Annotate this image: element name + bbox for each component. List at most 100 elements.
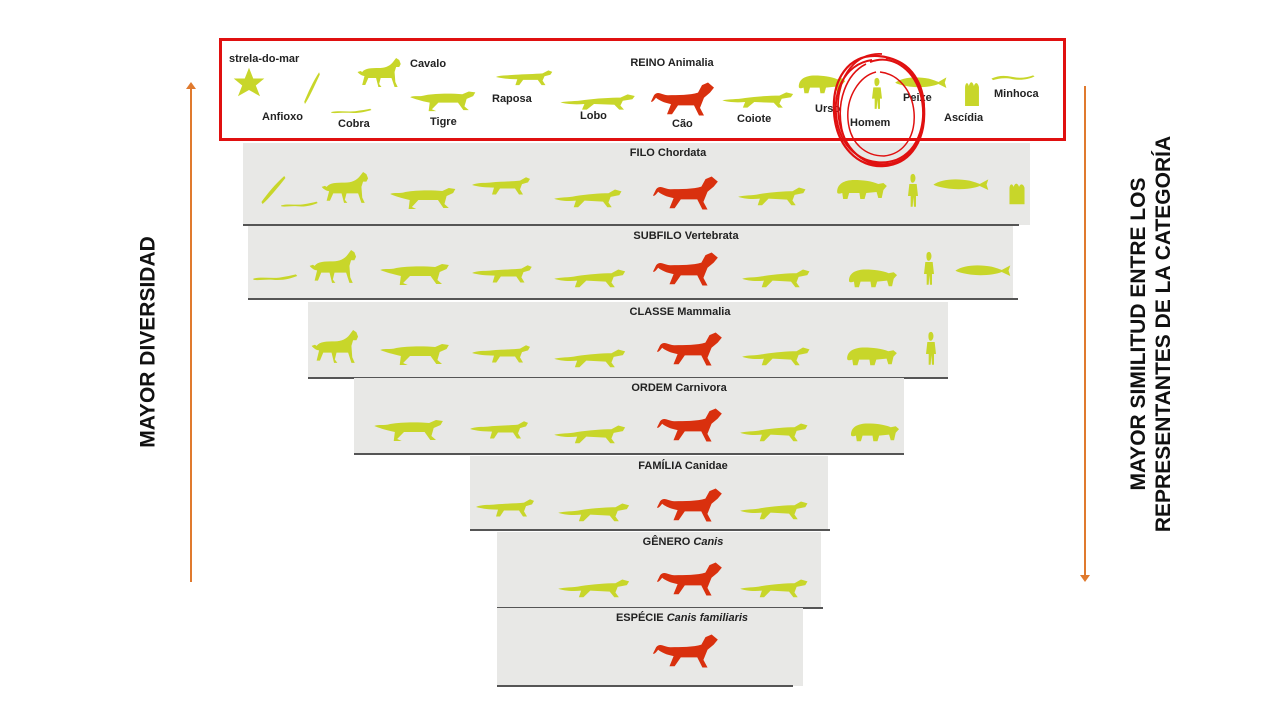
wolf-icon	[552, 182, 628, 210]
level-taxon: Vertebrata	[684, 230, 739, 242]
level-label-subfilo: SUBFILO Vertebrata	[633, 230, 738, 242]
level-rank: FAMÍLIA	[638, 460, 682, 472]
animal-name-label: Peixe	[903, 92, 932, 104]
level-label-reino: REINO Animalia	[630, 57, 713, 69]
level-divider	[248, 298, 1018, 300]
human-icon	[922, 330, 940, 366]
starfish-icon	[232, 66, 266, 98]
level-taxon: Chordata	[657, 147, 707, 159]
level-rank: ESPÉCIE	[615, 612, 664, 624]
level-taxon: Carnivora	[675, 382, 727, 394]
fish-icon	[930, 174, 990, 194]
coyote-icon	[738, 416, 814, 444]
amphioxus-icon	[302, 70, 328, 104]
animal-name-label: Cão	[672, 118, 693, 130]
similarity-label-line1: MAYOR SIMILITUD ENTRE LOS	[1127, 177, 1150, 491]
level-label-filo: FILO Chordata	[630, 147, 706, 159]
level-label-espécie: ESPÉCIE Canis familiaris	[616, 612, 748, 624]
animal-name-label: Cavalo	[410, 58, 447, 70]
wolf-icon	[552, 418, 632, 446]
human-icon	[904, 172, 922, 208]
snake-icon	[280, 196, 320, 210]
level-divider	[354, 453, 904, 455]
dog-icon	[656, 560, 728, 598]
level-taxon: Animalia	[667, 57, 714, 69]
animal-name-label: Homem	[850, 117, 891, 129]
wolf-icon	[558, 88, 642, 112]
horse-icon	[310, 330, 368, 364]
diversity-arrow-up	[186, 82, 196, 582]
level-panel-subfilo	[248, 226, 1013, 299]
level-rank: REINO	[630, 57, 666, 69]
level-label-família: FAMÍLIA Canidae	[638, 460, 727, 472]
human-icon	[920, 250, 938, 286]
tiger-icon	[372, 412, 452, 442]
snake-icon	[330, 104, 374, 116]
animal-name-label: strela-do-mar	[229, 53, 300, 65]
level-panel-gênero	[497, 532, 821, 608]
dog-icon	[652, 174, 724, 212]
worm-icon	[990, 70, 1042, 86]
similarity-label-line2: REPRESENTANTES DE LA CATEGORÍA	[1152, 135, 1175, 533]
animal-name-label: Lobo	[580, 110, 607, 122]
animal-name-label: Anfioxo	[262, 111, 303, 123]
tiger-icon	[408, 84, 484, 112]
dog-icon	[656, 486, 728, 524]
level-rank: GÊNERO	[642, 536, 691, 548]
dog-icon	[656, 330, 728, 368]
level-divider	[243, 224, 1019, 226]
fish-icon	[892, 72, 948, 92]
wolf-icon	[556, 572, 636, 600]
coyote-icon	[720, 86, 800, 110]
level-panel-família	[470, 456, 828, 530]
level-divider	[470, 529, 830, 531]
diversity-label: MAYOR DIVERSIDAD	[136, 236, 160, 448]
level-taxon: Mammalia	[677, 306, 731, 318]
bear-icon	[832, 172, 892, 202]
animal-name-label: Cobra	[338, 118, 370, 130]
fox-icon	[470, 260, 542, 286]
bear-icon	[846, 416, 904, 444]
similarity-label: MAYOR SIMILITUD ENTRE LOS REPRESENTANTES…	[1126, 136, 1176, 532]
fox-icon	[474, 494, 544, 520]
tiger-icon	[378, 256, 458, 286]
dog-icon	[650, 80, 720, 118]
animal-name-label: Tigre	[430, 116, 457, 128]
level-panel-classe	[308, 302, 948, 378]
coyote-icon	[740, 262, 816, 290]
dog-icon	[656, 406, 728, 444]
tiger-icon	[378, 336, 458, 366]
animal-name-label: Raposa	[492, 93, 532, 105]
level-taxon: Canidae	[684, 460, 728, 472]
human-icon	[868, 76, 886, 110]
fox-icon	[468, 416, 538, 442]
horse-icon	[356, 58, 410, 88]
level-rank: SUBFILO	[633, 230, 682, 242]
ascidia-icon	[1004, 180, 1030, 206]
snake-icon	[252, 268, 300, 284]
wolf-icon	[552, 342, 632, 370]
bear-icon	[844, 262, 902, 290]
amphioxus-icon	[258, 174, 298, 204]
tiger-icon	[388, 180, 464, 210]
ascidia-icon	[960, 78, 984, 108]
fish-icon	[952, 260, 1012, 280]
horse-icon	[320, 172, 378, 204]
level-panel-ordem	[354, 378, 904, 454]
level-divider	[497, 685, 793, 687]
coyote-icon	[738, 494, 814, 522]
bear-icon	[842, 340, 902, 368]
level-rank: CLASSE	[629, 306, 675, 318]
level-panel-espécie	[497, 608, 803, 686]
bear-icon	[794, 68, 850, 96]
coyote-icon	[740, 340, 816, 368]
fox-icon	[470, 340, 540, 366]
horse-icon	[308, 250, 366, 284]
level-label-classe: CLASSE Mammalia	[630, 306, 731, 318]
animal-name-label: Ascídia	[944, 112, 984, 124]
similarity-arrow-down	[1080, 86, 1090, 582]
animal-name-label: Urso	[815, 103, 841, 115]
level-label-gênero: GÊNERO Canis	[643, 536, 724, 548]
dog-icon	[652, 250, 724, 288]
